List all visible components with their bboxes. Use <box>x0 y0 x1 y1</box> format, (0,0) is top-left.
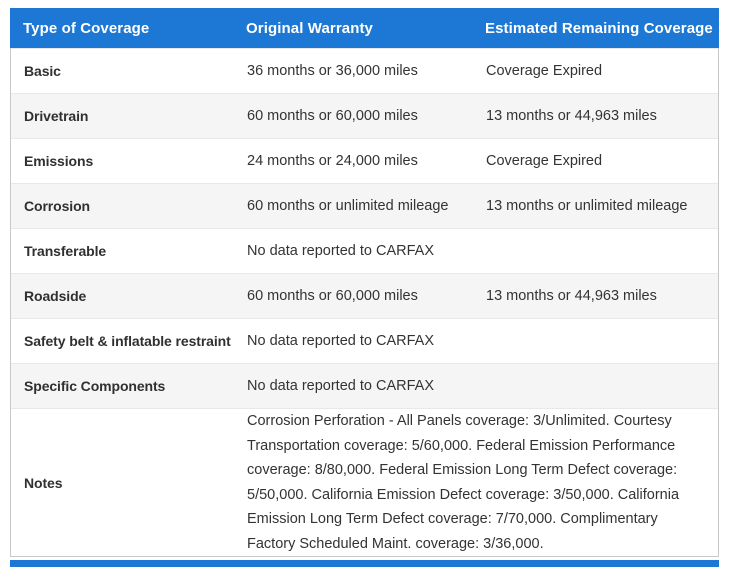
remaining-coverage-cell: Coverage Expired <box>486 63 603 79</box>
notes-text: Corrosion Perforation - All Panels cover… <box>247 413 680 552</box>
coverage-type-cell: Specific Components <box>24 378 166 394</box>
table-row-safety-belt: Safety belt & inflatable restraint No da… <box>11 318 718 363</box>
column-header-original-warranty: Original Warranty <box>246 19 374 37</box>
remaining-coverage-cell: 13 months or 44,963 miles <box>486 108 657 124</box>
table-row-roadside: Roadside 60 months or 60,000 miles 13 mo… <box>11 273 718 318</box>
original-warranty-cell: No data reported to CARFAX <box>247 243 434 259</box>
warranty-coverage-table: Type of Coverage Original Warranty Estim… <box>10 8 719 557</box>
original-warranty-cell: No data reported to CARFAX <box>247 333 434 349</box>
remaining-coverage-cell: 13 months or unlimited mileage <box>486 198 688 214</box>
table-header-row: Type of Coverage Original Warranty Estim… <box>10 8 719 48</box>
coverage-type-cell: Corrosion <box>24 198 90 214</box>
notes-label: Notes <box>24 474 63 491</box>
column-header-type-of-coverage: Type of Coverage <box>23 19 150 37</box>
remaining-coverage-cell: Coverage Expired <box>486 153 603 169</box>
original-warranty-cell: 24 months or 24,000 miles <box>247 153 418 169</box>
original-warranty-cell: 60 months or unlimited mileage <box>247 198 449 214</box>
coverage-type-cell: Transferable <box>24 243 107 259</box>
table-row-corrosion: Corrosion 60 months or unlimited mileage… <box>11 183 718 228</box>
table-row-specific-components: Specific Components No data reported to … <box>11 363 718 408</box>
coverage-type-cell: Emissions <box>24 153 94 169</box>
table-row-drivetrain: Drivetrain 60 months or 60,000 miles 13 … <box>11 93 718 138</box>
original-warranty-cell: No data reported to CARFAX <box>247 378 434 394</box>
column-header-estimated-remaining-coverage: Estimated Remaining Coverage <box>485 19 713 37</box>
table-row-transferable: Transferable No data reported to CARFAX <box>11 228 718 273</box>
coverage-type-cell: Roadside <box>24 288 87 304</box>
table-row-basic: Basic 36 months or 36,000 miles Coverage… <box>11 48 718 93</box>
table-row-notes: Notes Corrosion Perforation - All Panels… <box>11 408 718 556</box>
next-table-header-edge <box>10 560 719 567</box>
original-warranty-cell: 36 months or 36,000 miles <box>247 63 418 79</box>
original-warranty-cell: 60 months or 60,000 miles <box>247 108 418 124</box>
original-warranty-cell: 60 months or 60,000 miles <box>247 288 418 304</box>
coverage-type-cell: Safety belt & inflatable restraint <box>24 333 231 349</box>
remaining-coverage-cell: 13 months or 44,963 miles <box>486 288 657 304</box>
coverage-type-cell: Drivetrain <box>24 108 89 124</box>
coverage-type-cell: Basic <box>24 63 61 79</box>
table-row-emissions: Emissions 24 months or 24,000 miles Cove… <box>11 138 718 183</box>
